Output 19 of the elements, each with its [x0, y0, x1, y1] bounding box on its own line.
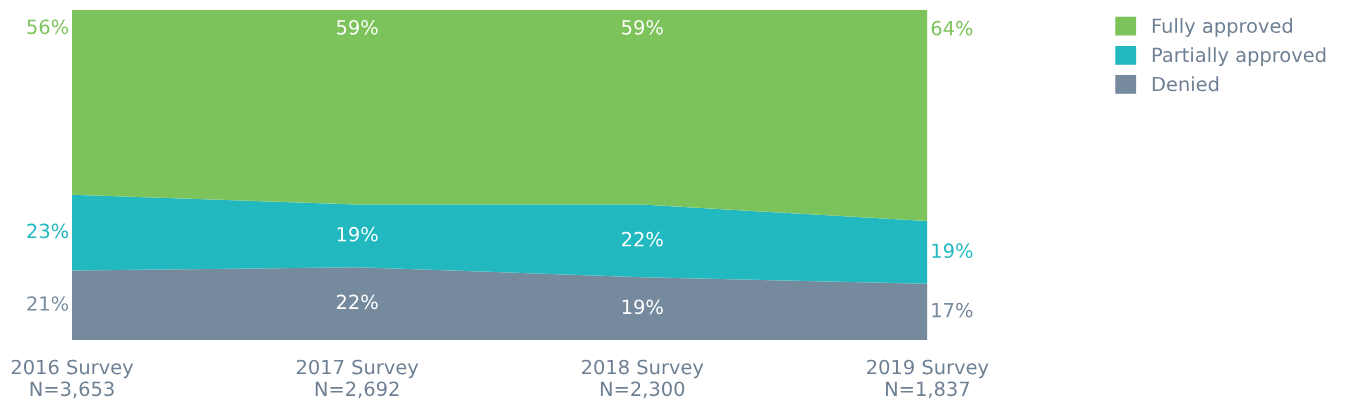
- data-label: 21%: [27, 296, 69, 311]
- data-label: 17%: [932, 302, 973, 318]
- legend-label: Fully approved: [1152, 18, 1292, 37]
- data-label: 23%: [27, 223, 69, 239]
- legend-label: Denied: [1152, 76, 1219, 92]
- x-tick-label: 2017 Survey N=2,692: [296, 359, 419, 399]
- data-label: 56%: [27, 19, 69, 35]
- data-label: 64%: [931, 20, 973, 36]
- data-label: 19%: [622, 299, 663, 315]
- data-label: 19%: [337, 226, 378, 242]
- data-label: 59%: [622, 19, 663, 35]
- data-label: 22%: [622, 231, 663, 247]
- data-label: 22%: [336, 294, 378, 310]
- x-tick-label: 2019 Survey N=1,837: [867, 359, 989, 399]
- data-label: 19%: [932, 243, 973, 259]
- legend-label: Partially approved: [1152, 47, 1326, 66]
- x-tick-label: 2016 Survey N=3,653: [11, 359, 134, 399]
- x-tick-label: 2018 Survey N=2,300: [582, 359, 704, 399]
- data-label: 59%: [337, 19, 378, 35]
